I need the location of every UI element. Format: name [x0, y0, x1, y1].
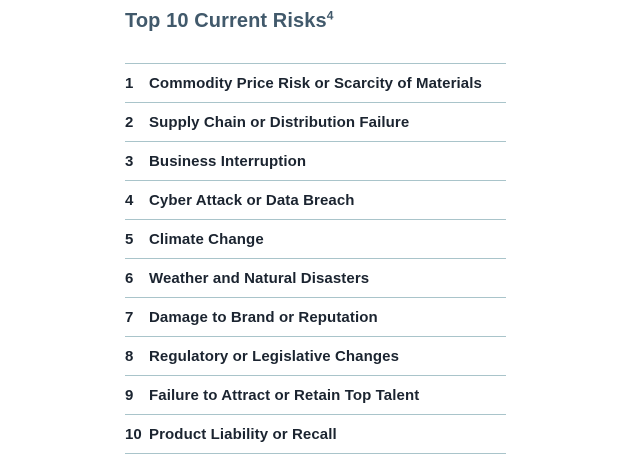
risk-rank: 6 — [125, 269, 134, 287]
risk-label: Cyber Attack or Data Breach — [149, 191, 355, 209]
footnote-marker: 4 — [326, 8, 334, 23]
risk-rank: 5 — [125, 230, 134, 248]
risk-rank: 8 — [125, 347, 134, 365]
risks-table: 1 Commodity Price Risk or Scarcity of Mat… — [125, 63, 506, 454]
table-row: 6 Weather and Natural Disasters — [125, 258, 506, 297]
page-title-text: Top 10 Current Risks — [125, 10, 327, 32]
risk-rank: 4 — [125, 191, 134, 209]
risk-label: Product Liability or Recall — [149, 425, 337, 443]
risk-rank: 9 — [125, 386, 134, 404]
table-row: 7 Damage to Brand or Reputation — [125, 297, 506, 336]
risk-label: Business Interruption — [149, 152, 307, 170]
risk-rank: 1 — [125, 74, 134, 92]
table-row: 4 Cyber Attack or Data Breach — [125, 180, 506, 219]
table-row: 9 Failure to Attract or Retain Top Talent — [125, 375, 506, 414]
risk-label: Weather and Natural Disasters — [149, 269, 370, 287]
risk-rank: 2 — [125, 113, 134, 131]
risk-label: Supply Chain or Distribution Failure — [149, 113, 410, 131]
risk-label: Commodity Price Risk or Scarcity of Mate… — [149, 74, 482, 92]
page-title: Top 10 Current Risks4 — [125, 9, 506, 34]
table-row: 2 Supply Chain or Distribution Failure — [125, 102, 506, 141]
table-row: 5 Climate Change — [125, 219, 506, 258]
risk-label: Regulatory or Legislative Changes — [149, 347, 400, 365]
risk-label: Damage to Brand or Reputation — [149, 308, 378, 326]
risk-rank: 3 — [125, 152, 134, 170]
risk-rank: 10 — [125, 425, 142, 443]
risk-figure: Top 10 Current Risks4 1 Commodity Price R… — [125, 0, 506, 454]
table-row: 8 Regulatory or Legislative Changes — [125, 336, 506, 375]
table-row: 10 Product Liability or Recall — [125, 414, 506, 453]
table-row: 3 Business Interruption — [125, 141, 506, 180]
risk-rank: 7 — [125, 308, 134, 326]
table-row: 1 Commodity Price Risk or Scarcity of Mat… — [125, 63, 506, 102]
risk-label: Failure to Attract or Retain Top Talent — [149, 386, 420, 404]
risk-label: Climate Change — [149, 230, 264, 248]
